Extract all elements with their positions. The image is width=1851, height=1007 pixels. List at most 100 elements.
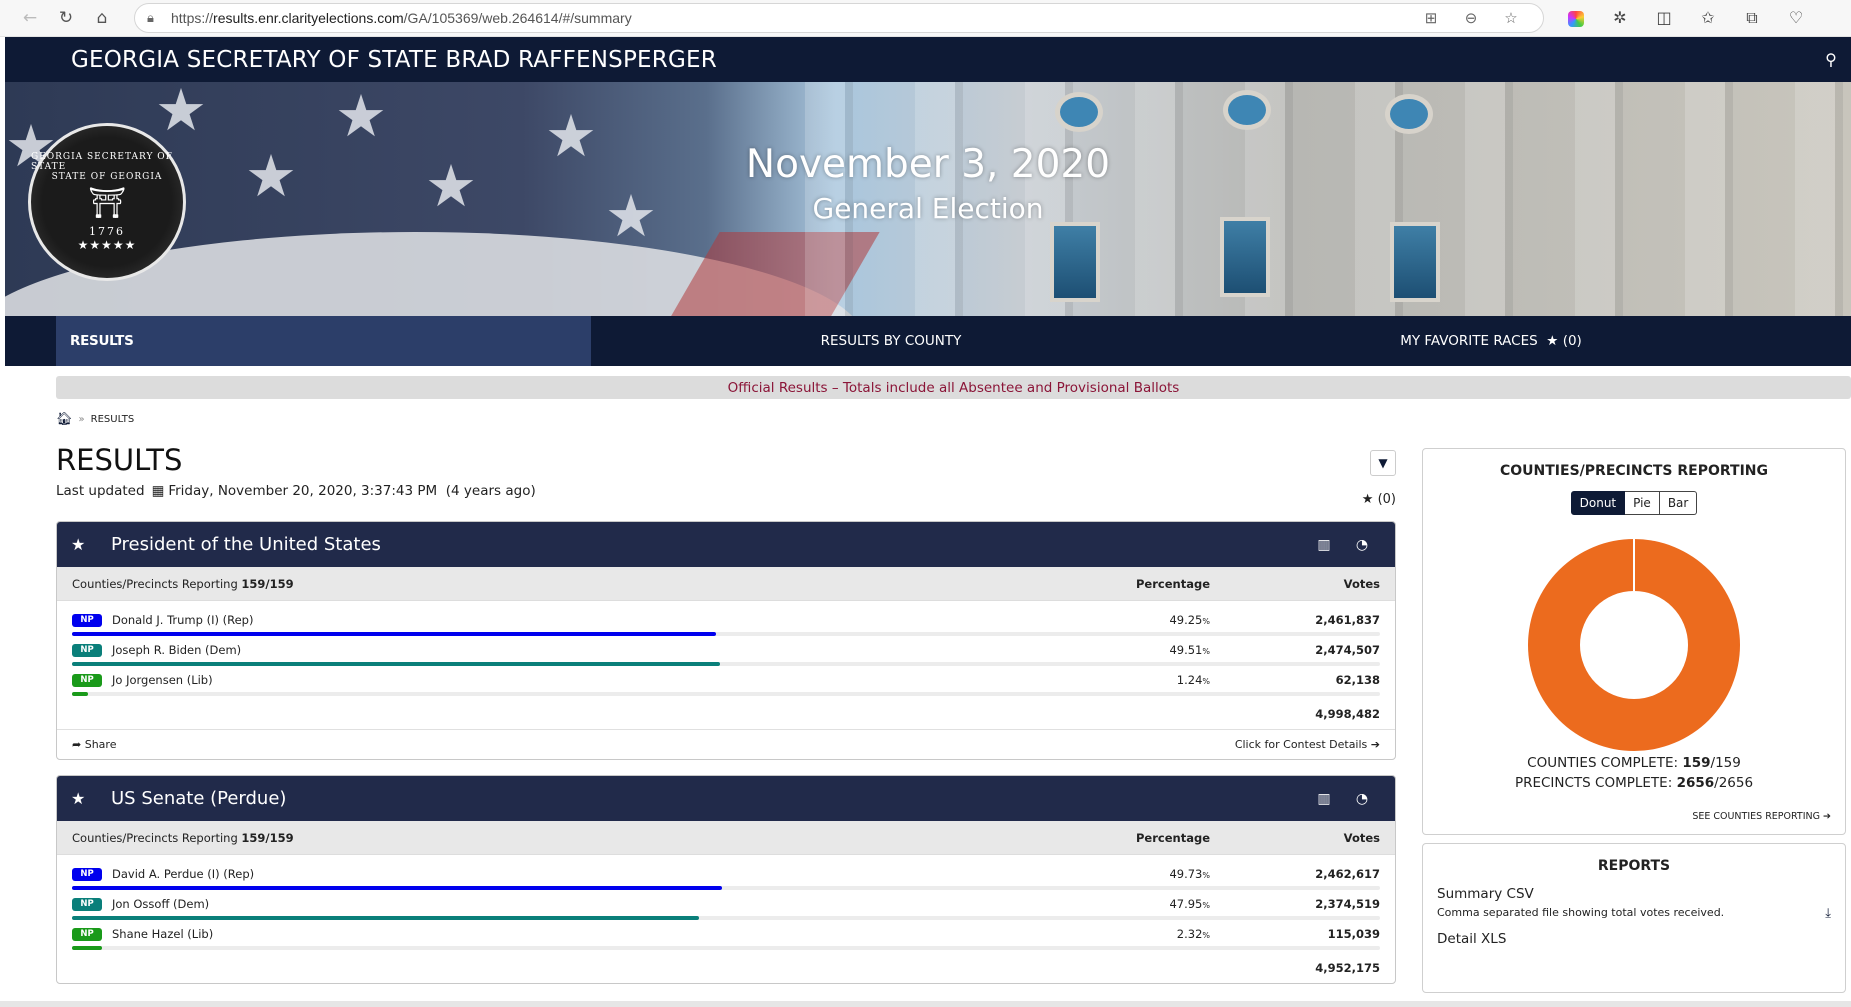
site: GEORGIA SECRETARY OF STATE BRAD RAFFENSP…: [5, 37, 1851, 399]
chart-type-donut[interactable]: Donut: [1570, 491, 1626, 515]
favorite-star-icon[interactable]: ★: [71, 535, 86, 554]
map-icon[interactable]: ▥: [1317, 790, 1331, 807]
contest-header: ★ US Senate (Perdue) ▥ ◔: [57, 776, 1395, 821]
party-badge: NP: [72, 867, 102, 881]
candidate-row: NP Donald J. Trump (I) (Rep) 49.25% 2,46…: [72, 609, 1380, 639]
vote-bar: [72, 946, 1380, 950]
election-date: November 3, 2020: [745, 142, 1111, 187]
report-summary-csv[interactable]: Summary CSV Comma separated file showing…: [1437, 886, 1831, 921]
url-text[interactable]: https://results.enr.clarityelections.com…: [171, 10, 632, 26]
share-button[interactable]: ➦ Share: [72, 738, 117, 751]
browser-essentials-icon[interactable]: ♡: [1788, 8, 1804, 27]
see-counties-reporting-link[interactable]: SEE COUNTIES REPORTING ➔: [1692, 811, 1831, 822]
candidate-votes: 62,138: [1335, 673, 1380, 687]
share-icon: ➦: [72, 738, 82, 751]
star-icon: ★: [1546, 333, 1559, 349]
candidate-name: Shane Hazel (Lib): [112, 927, 214, 941]
pie-chart-icon[interactable]: ◔: [1355, 536, 1369, 553]
capitol-window: [1220, 217, 1270, 297]
banner: ★ ★ ★ ★ ★ ★ ★ GEORGIA SECRETARY OF STATE…: [5, 82, 1851, 316]
favorites-icon[interactable]: ✩: [1701, 8, 1715, 27]
pie-chart-icon[interactable]: ◔: [1355, 790, 1369, 807]
panel-title: REPORTS: [1597, 858, 1671, 874]
vote-bar: [72, 662, 1380, 666]
tab-my-favorite-races[interactable]: MY FAVORITE RACES ★ (0): [1400, 333, 1582, 349]
zoom-out-icon[interactable]: ⊖: [1464, 10, 1478, 27]
filter-icon: ▼: [1378, 456, 1388, 470]
site-header: GEORGIA SECRETARY OF STATE BRAD RAFFENSP…: [5, 37, 1851, 82]
filter-button[interactable]: ▼: [1370, 450, 1396, 476]
candidate-name: David A. Perdue (I) (Rep): [112, 867, 255, 881]
report-detail-xls[interactable]: Detail XLS: [1437, 931, 1507, 947]
chart-type-bar[interactable]: Bar: [1659, 491, 1698, 515]
home-icon[interactable]: ⌂: [96, 8, 108, 28]
contest-details-link[interactable]: Click for Contest Details ➔: [1234, 738, 1380, 751]
breadcrumb-separator-icon: »: [78, 414, 85, 425]
lock-icon[interactable]: 🔒︎: [147, 10, 154, 25]
col-percentage: Percentage: [1136, 576, 1210, 591]
flag-star-icon: ★: [245, 142, 297, 210]
breadcrumb-current: RESULTS: [90, 414, 135, 425]
breadcrumb: 🏠︎ » RESULTS: [56, 412, 1396, 427]
download-icon[interactable]: ⤓: [1825, 906, 1831, 921]
contest-subheader: Counties/Precincts Reporting 159/159 Per…: [57, 567, 1395, 601]
capitol-window: [1055, 92, 1103, 132]
back-icon[interactable]: ←: [22, 8, 38, 28]
candidate-votes: 2,461,837: [1315, 613, 1380, 627]
candidate-percentage: 2.32%: [1176, 927, 1210, 941]
contest-title[interactable]: US Senate (Perdue): [111, 788, 287, 809]
vote-bar: [72, 886, 1380, 890]
address-bar[interactable]: 🔒︎ https://results.enr.clarityelections.…: [134, 3, 1544, 33]
official-results-notice: Official Results – Totals include all Ab…: [56, 376, 1851, 399]
tab-results-by-county[interactable]: RESULTS BY COUNTY: [820, 333, 962, 349]
app-available-icon[interactable]: ⊞: [1424, 10, 1438, 27]
flag-star-icon: ★: [335, 82, 387, 150]
main-content: 🏠︎ » RESULTS RESULTS Last updated ▦ Frid…: [56, 412, 1396, 984]
party-badge: NP: [72, 927, 102, 941]
counties-complete: COUNTIES COMPLETE: 159/159: [1527, 755, 1741, 771]
favorite-star-icon[interactable]: ☆: [1504, 10, 1518, 27]
arrow-right-icon: ➔: [1370, 738, 1380, 751]
reporting-donut-chart[interactable]: [1528, 539, 1740, 751]
last-updated: Last updated ▦ Friday, November 20, 2020…: [56, 483, 536, 499]
tab-results[interactable]: RESULTS: [56, 316, 591, 366]
candidate-name: Jon Ossoff (Dem): [112, 897, 210, 911]
home-icon[interactable]: 🏠︎: [56, 412, 73, 427]
favorite-star-icon[interactable]: ★: [71, 789, 86, 808]
main-nav: RESULTS RESULTS BY COUNTY MY FAVORITE RA…: [5, 316, 1851, 366]
color-extension-icon[interactable]: [1554, 8, 1598, 28]
contest-card-senate-perdue: ★ US Senate (Perdue) ▥ ◔ Counties/Precin…: [56, 775, 1396, 984]
flag-star-icon: ★: [605, 182, 657, 250]
reporting-panel: COUNTIES/PRECINCTS REPORTING Donut Pie B…: [1422, 448, 1846, 835]
candidate-votes: 2,462,617: [1315, 867, 1380, 881]
flag-star-icon: ★: [545, 102, 597, 170]
capitol-building: [805, 82, 1851, 316]
extensions-icon[interactable]: ✲: [1613, 8, 1627, 27]
horizontal-scrollbar[interactable]: [0, 1001, 1851, 1007]
chart-type-pie[interactable]: Pie: [1625, 491, 1660, 515]
favorites-count[interactable]: ★ (0): [1361, 492, 1396, 507]
reload-icon[interactable]: ↻: [58, 8, 74, 28]
map-icon[interactable]: ▥: [1317, 536, 1331, 553]
calendar-icon: ▦: [151, 483, 165, 499]
split-screen-icon[interactable]: ◫: [1656, 8, 1672, 27]
candidate-name: Donald J. Trump (I) (Rep): [112, 613, 254, 627]
flag-star-icon: ★: [425, 152, 477, 220]
contest-card-president: ★ President of the United States ▥ ◔ Cou…: [56, 521, 1396, 760]
sidebar: COUNTIES/PRECINCTS REPORTING Donut Pie B…: [1422, 448, 1846, 993]
total-votes: 4,998,482: [1315, 707, 1380, 721]
party-badge: NP: [72, 897, 102, 911]
candidate-row: NP Joseph R. Biden (Dem) 49.51% 2,474,50…: [72, 639, 1380, 669]
contest-title[interactable]: President of the United States: [111, 534, 381, 555]
party-badge: NP: [72, 643, 102, 657]
party-badge: NP: [72, 613, 102, 627]
browser-toolbar: ← ↻ ⌂ 🔒︎ https://results.enr.clarityelec…: [0, 0, 1851, 37]
candidate-percentage: 49.73%: [1169, 867, 1210, 881]
collections-icon[interactable]: ⧉: [1746, 8, 1758, 27]
arch-icon: ⛩: [87, 186, 127, 221]
search-icon[interactable]: ⚲: [1825, 50, 1837, 69]
capitol-window: [1385, 94, 1433, 134]
col-votes: Votes: [1343, 830, 1380, 845]
chart-type-toggle: Donut Pie Bar: [1423, 491, 1845, 515]
precincts-complete: PRECINCTS COMPLETE: 2656/2656: [1514, 775, 1754, 791]
